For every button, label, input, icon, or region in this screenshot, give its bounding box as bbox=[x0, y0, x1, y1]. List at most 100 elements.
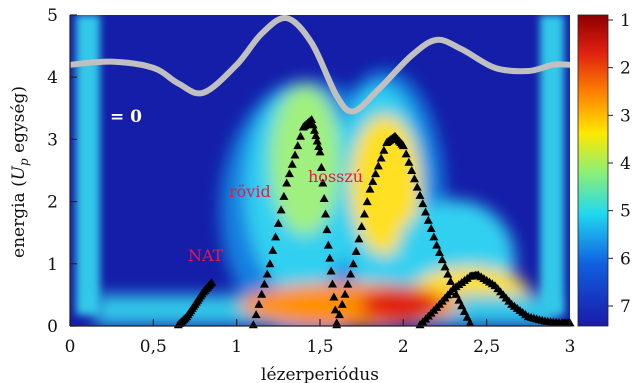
colorbar-tick-label: 4 bbox=[620, 154, 631, 174]
trajectory-marker bbox=[259, 279, 269, 288]
trajectory-marker bbox=[312, 136, 322, 145]
y-axis-title-var: U bbox=[9, 165, 29, 180]
colorbar-tick-label: 2 bbox=[620, 59, 631, 79]
y-axis-title-prefix: energia ( bbox=[9, 180, 29, 258]
colorbar-tick-label: 3 bbox=[620, 106, 631, 126]
y-axis-title-sub: p bbox=[17, 158, 31, 166]
trajectory-marker bbox=[368, 176, 378, 185]
trajectory-marker bbox=[354, 234, 364, 243]
trajectory-marker bbox=[376, 153, 386, 162]
trajectory-marker bbox=[457, 301, 467, 310]
y-tick-label: 2 bbox=[47, 193, 58, 213]
trajectory-marker bbox=[207, 277, 217, 286]
x-tick-label: 1 bbox=[231, 337, 242, 357]
trajectory-marker bbox=[284, 169, 294, 178]
trajectory-marker bbox=[330, 305, 340, 314]
trajectory-marker bbox=[340, 289, 350, 298]
trajectory-marker bbox=[282, 178, 292, 187]
trajectory-marker bbox=[334, 310, 344, 319]
y-tick-label: 0 bbox=[47, 317, 58, 337]
trajectory-marker bbox=[446, 276, 456, 285]
trajectory-marker bbox=[337, 299, 347, 308]
trajectory-marker bbox=[321, 209, 331, 218]
trajectory-marker bbox=[315, 147, 325, 156]
trajectory-marker bbox=[265, 259, 275, 268]
trajectory-marker bbox=[362, 197, 372, 206]
cloud-long-inner bbox=[350, 115, 420, 255]
trajectory-marker bbox=[311, 131, 321, 140]
trajectory-marker bbox=[309, 125, 319, 134]
trajectory-marker bbox=[326, 266, 336, 275]
trajectory-marker bbox=[359, 209, 369, 218]
trajectory-markers bbox=[173, 114, 575, 329]
annotation-zero: = 0 bbox=[110, 107, 142, 127]
trajectory-marker bbox=[290, 150, 300, 159]
right-band bbox=[540, 15, 564, 315]
x-axis-title: lézerperiódus bbox=[261, 365, 379, 383]
trajectory-marker bbox=[465, 318, 475, 327]
trajectory-marker bbox=[307, 114, 317, 123]
y-axis-title: energia (Up egység) bbox=[9, 86, 31, 258]
x-tick-label: 2,5 bbox=[473, 337, 500, 357]
trajectory-marker bbox=[404, 157, 414, 166]
x-tick-label: 0,5 bbox=[140, 337, 167, 357]
y-ticks: 0 1 2 3 4 5 bbox=[47, 6, 77, 337]
trajectory-marker bbox=[251, 310, 261, 319]
trajectory-marker bbox=[271, 232, 281, 241]
colorbar-tick-label: 1 bbox=[620, 11, 631, 31]
trajectory-marker bbox=[351, 246, 361, 255]
trajectory-marker bbox=[316, 162, 326, 171]
trajectory-marker bbox=[276, 205, 286, 214]
trajectory-marker bbox=[418, 199, 428, 208]
trajectory-marker bbox=[412, 182, 422, 191]
trajectory-marker bbox=[268, 245, 278, 254]
trajectory-marker bbox=[432, 240, 442, 249]
trajectory-marker bbox=[365, 184, 375, 193]
trajectory-marker bbox=[426, 224, 436, 233]
trajectory-marker bbox=[379, 145, 389, 154]
trajectory-marker bbox=[273, 218, 283, 227]
colorbar-tick-label: 6 bbox=[620, 249, 631, 269]
field-curve-line bbox=[70, 15, 570, 115]
trajectory-marker bbox=[401, 149, 411, 158]
annotation-short: rövid bbox=[229, 182, 271, 201]
x-tick-label: 2 bbox=[398, 337, 409, 357]
trajectory-marker bbox=[423, 215, 433, 224]
y-axis-title-suffix: egység) bbox=[9, 86, 29, 158]
annotation-long: hosszú bbox=[308, 167, 363, 186]
y-tick-label: 3 bbox=[47, 130, 58, 150]
trajectory-marker bbox=[434, 247, 444, 256]
trajectory-marker bbox=[328, 279, 337, 288]
x-ticks: 0 0,5 1 1,5 2 2,5 3 bbox=[65, 319, 576, 357]
colorbar bbox=[577, 14, 609, 327]
x-tick-label: 3 bbox=[565, 337, 576, 357]
trajectory-marker bbox=[348, 259, 358, 268]
trajectory-marker bbox=[314, 141, 324, 150]
colorbar-tick-label: 5 bbox=[620, 202, 631, 222]
trajectory-marker bbox=[325, 253, 335, 262]
trajectory-marker bbox=[287, 159, 297, 168]
trajectory-marker bbox=[318, 178, 328, 187]
trajectory-marker bbox=[279, 191, 289, 200]
y-tick-label: 4 bbox=[47, 68, 58, 88]
trajectory-marker bbox=[257, 289, 267, 298]
trajectory-marker bbox=[296, 131, 306, 140]
trajectory-marker bbox=[329, 292, 339, 301]
y-tick-label: 5 bbox=[47, 6, 58, 26]
trajectory-marker bbox=[357, 221, 367, 230]
cloud-bottom-red bbox=[360, 287, 440, 323]
trajectory-marker bbox=[293, 141, 303, 150]
x-tick-label: 1,5 bbox=[306, 337, 333, 357]
trajectory-marker bbox=[437, 255, 447, 264]
trajectory-marker bbox=[343, 279, 353, 288]
trajectory-marker bbox=[322, 225, 332, 234]
trajectory-marker bbox=[454, 295, 464, 304]
trajectory-marker bbox=[451, 289, 461, 298]
trajectory-marker bbox=[373, 161, 383, 170]
trajectory-marker bbox=[421, 207, 431, 216]
trajectory-marker bbox=[443, 269, 453, 278]
trajectory-marker bbox=[415, 190, 425, 199]
y-tick-label: 1 bbox=[47, 255, 58, 275]
colorbar-ticks: 1 2 3 4 5 6 7 bbox=[608, 11, 631, 317]
